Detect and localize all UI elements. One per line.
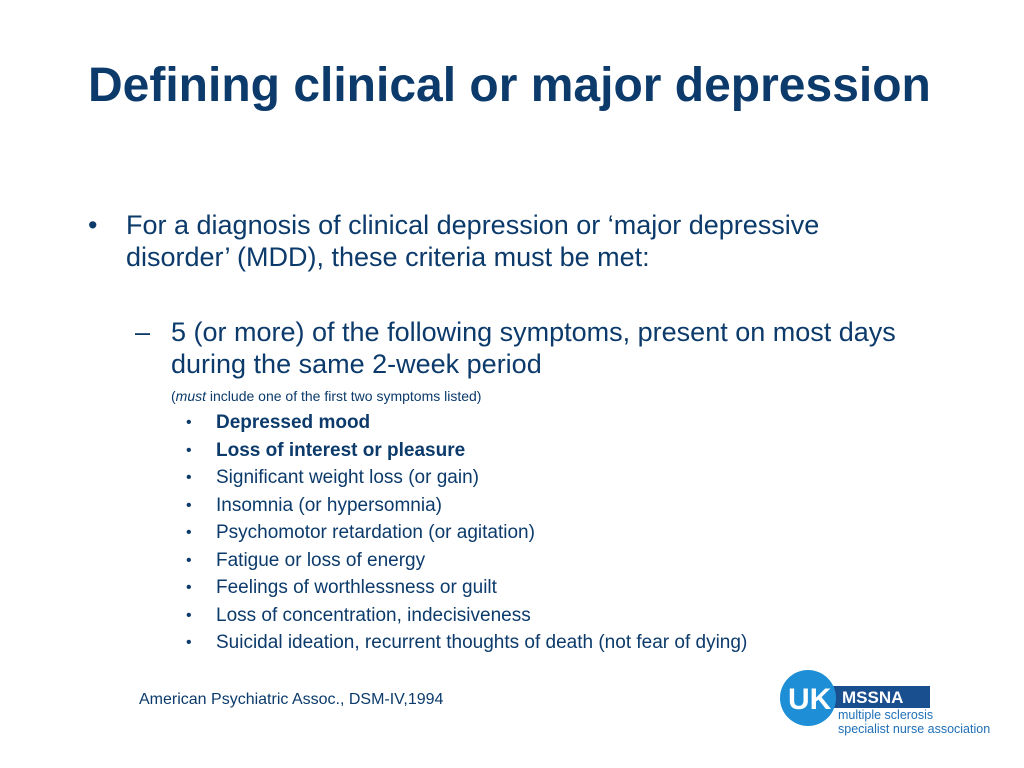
symptom-item: • Significant weight loss (or gain) [186,464,886,492]
symptom-item: • Loss of concentration, indecisiveness [186,602,886,630]
sub-bullet-text: 5 (or more) of the following symptoms, p… [171,317,896,379]
main-bullet: • For a diagnosis of clinical depression… [88,209,918,273]
symptom-bullet: • [186,524,192,541]
symptom-item: • Depressed mood [186,409,886,437]
symptom-bullet: • [186,579,192,596]
mssna-logo: MSSNA UK [780,670,930,726]
logo-badge: UK [788,683,832,716]
symptom-text: Suicidal ideation, recurrent thoughts of… [216,632,748,653]
note-rest: include one of the first two symptoms li… [206,388,482,404]
logo-acronym: MSSNA [842,688,903,707]
slide-title: Defining clinical or major depression [88,59,931,112]
symptom-list: • Depressed mood • Loss of interest or plea… [186,409,886,657]
symptom-bullet: • [186,441,192,459]
symptom-text: Loss of interest or pleasure [216,439,466,461]
symptom-text: Significant weight loss (or gain) [216,467,479,488]
symptom-item: • Feelings of worthlessness or guilt [186,574,886,602]
symptom-item: • Loss of interest or pleasure [186,437,886,465]
symptom-text: Fatigue or loss of energy [216,549,426,571]
main-bullet-text: For a diagnosis of clinical depression o… [126,210,820,272]
symptom-item: • Psychomotor retardation (or agitation) [186,519,886,547]
source-citation: American Psychiatric Assoc., DSM-IV,1994 [139,691,444,708]
symptom-bullet: • [186,496,192,514]
bullet-marker: • [88,210,98,240]
note-open-paren: ( [171,388,176,404]
symptom-text: Depressed mood [216,412,371,433]
logo-line-2: specialist nurse association [838,722,991,736]
symptom-text: Psychomotor retardation (or agitation) [216,522,535,543]
criteria-note: (must include one of the first two sympt… [171,387,481,405]
symptom-text: Feelings of worthlessness or guilt [216,577,497,598]
symptom-item: • Fatigue or loss of energy [186,547,886,575]
symptom-item: • Insomnia (or hypersomnia) [186,492,886,520]
logo-line-1: multiple sclerosis [838,708,934,722]
sub-bullet: – 5 (or more) of the following symptoms,… [135,316,935,380]
symptom-bullet: • [186,469,192,486]
symptom-text: Insomnia (or hypersomnia) [216,494,442,516]
symptom-item: • Suicidal ideation, recurrent thoughts o… [186,629,886,657]
symptom-bullet: • [186,606,192,624]
dash-marker: – [135,317,151,347]
symptom-bullet: • [186,634,192,651]
note-emphasis: must [175,388,207,404]
symptom-text: Loss of concentration, indecisiveness [216,604,531,626]
symptom-bullet: • [186,414,192,431]
symptom-bullet: • [186,551,192,569]
logo-banner [824,686,930,708]
logo-circle [780,670,836,726]
